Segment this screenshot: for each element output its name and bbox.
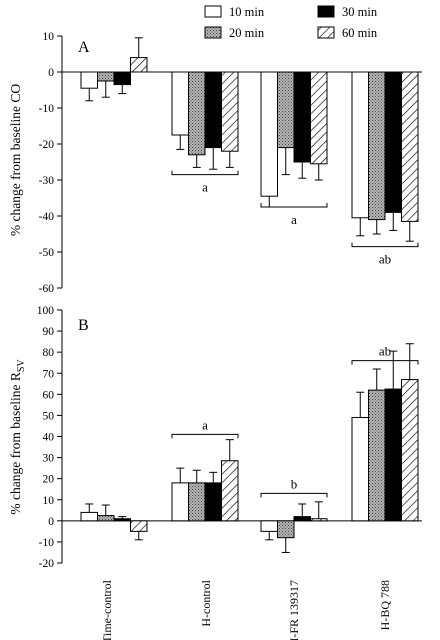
panel-a-y-tick-label: -40	[39, 211, 55, 223]
panel-a-bar	[260, 71, 278, 197]
panel-b-y-tick-label: 10	[43, 495, 55, 507]
panel-a-y-tick-label: 10	[43, 31, 55, 43]
panel-b-bar	[113, 518, 131, 522]
panel-a-bar	[293, 71, 311, 163]
panel-a-y-axis-title: % change from baseline CO	[8, 84, 23, 236]
panel-b-y-axis-title-subscript: SV	[16, 359, 27, 373]
panel-b-y-tick-label: -20	[39, 558, 55, 570]
panel-b-significance-label: a	[202, 417, 208, 432]
x-tick-label-3: H-BQ 788	[378, 580, 392, 630]
panel-b-y-tick-label: 40	[43, 432, 55, 444]
panel-b-letter: B	[78, 317, 89, 334]
panel-a-bar	[277, 71, 295, 149]
panel-a-bar	[401, 71, 419, 222]
panel-a-y-tick-label: -50	[39, 247, 55, 259]
panel-a-significance-bracket	[171, 170, 239, 176]
panel-a-bar	[130, 57, 148, 73]
panel-b: B % change from baseline RSV 10090807060…	[8, 305, 422, 570]
panel-b-significance-bracket	[260, 492, 328, 498]
panel-a-bar	[113, 71, 131, 86]
panel-b-significance-label: b	[291, 476, 298, 491]
panel-b-bar	[368, 389, 386, 522]
panel-b-bar	[221, 460, 239, 522]
panel-b-bar	[401, 379, 419, 522]
panel-b-y-tick-label: 20	[43, 474, 55, 486]
panel-a-significance-label: ab	[379, 252, 391, 267]
panel-a-bar	[204, 71, 222, 149]
panel-a-y-tick-label: -10	[39, 103, 55, 115]
legend-swatch-2	[317, 5, 335, 18]
legend-swatch-3	[317, 26, 335, 39]
panel-b-bar	[277, 520, 295, 539]
panel-a-y-tick-label: -30	[39, 175, 55, 187]
panel-b-bar	[80, 511, 98, 522]
panel-b-y-tick-label: 60	[43, 389, 55, 401]
panel-a-y-tick-label: -60	[39, 283, 55, 295]
panel-b-y-tick-label: 100	[37, 305, 55, 317]
panel-b-bar	[351, 417, 369, 522]
legend-label-1: 20 min	[229, 26, 265, 40]
legend-swatch-0	[204, 5, 222, 18]
panel-a: A % change from baseline CO 10 0 -10 -20 -30…	[8, 31, 422, 295]
panel-a-bar	[188, 71, 206, 156]
panel-b-y-axis-title: % change from baseline RSV	[8, 359, 27, 515]
panel-b-y-axis-title-main: % change from baseline R	[8, 372, 23, 514]
legend-label-3: 60 min	[342, 26, 378, 40]
panel-b-bar	[204, 482, 222, 522]
panel-b-y-tick-label: 30	[43, 453, 55, 465]
panel-a-significance-label: a	[202, 180, 208, 195]
panel-a-bar	[384, 71, 402, 213]
panel-b-bar	[310, 518, 328, 522]
panel-b-bar	[171, 482, 189, 522]
panel-b-y-tick-label: 70	[43, 368, 55, 380]
panel-a-y-tick-label: -20	[39, 139, 55, 151]
panel-b-bar	[130, 520, 148, 532]
panel-b-significance-bracket	[171, 433, 239, 439]
legend-label-2: 30 min	[342, 5, 378, 19]
panel-a-bar	[221, 71, 239, 152]
panel-a-bar	[80, 71, 98, 89]
panel-b-bar	[384, 388, 402, 522]
panel-b-y-tick-label: 50	[43, 410, 55, 422]
panel-b-significance-bracket	[351, 360, 419, 365]
x-tick-label-1: H-control	[199, 579, 213, 626]
panel-b-y-tick-label: -10	[39, 537, 55, 549]
panel-b-bar	[188, 482, 206, 522]
panel-a-bar	[368, 71, 386, 221]
legend: 10 min 20 min 30 min 60 min	[204, 5, 378, 40]
panel-b-y-tick-label: 80	[43, 347, 55, 359]
panel-b-y-tick-label: 90	[43, 326, 55, 338]
panel-a-y-tick-label: 0	[48, 67, 54, 79]
panel-b-bar	[293, 516, 311, 522]
panel-b-y-tick-label: 0	[48, 516, 54, 528]
x-tick-label-0: Time-control	[100, 579, 114, 640]
panel-a-significance-bracket	[351, 242, 419, 248]
panel-a-letter: A	[78, 39, 90, 56]
panel-a-bar	[171, 71, 189, 136]
panel-a-bars	[80, 37, 419, 242]
panel-a-bar	[351, 71, 369, 219]
panel-a-significance-label: a	[291, 212, 297, 227]
legend-swatch-1	[204, 26, 222, 39]
legend-label-0: 10 min	[229, 5, 265, 19]
x-tick-label-2: H-FR 139317	[287, 580, 301, 640]
panel-b-significance-label: ab	[379, 344, 391, 359]
panel-a-bar	[310, 71, 328, 165]
panel-a-significance: a a ab	[171, 170, 419, 267]
panel-b-bars	[80, 343, 419, 553]
panel-a-bar	[97, 71, 115, 82]
panel-b-bar	[260, 520, 278, 532]
panel-b-bar	[97, 515, 115, 522]
panel-a-significance-bracket	[260, 203, 328, 208]
x-axis-category-labels: Time-control H-control H-FR 139317 H-BQ …	[100, 579, 392, 640]
